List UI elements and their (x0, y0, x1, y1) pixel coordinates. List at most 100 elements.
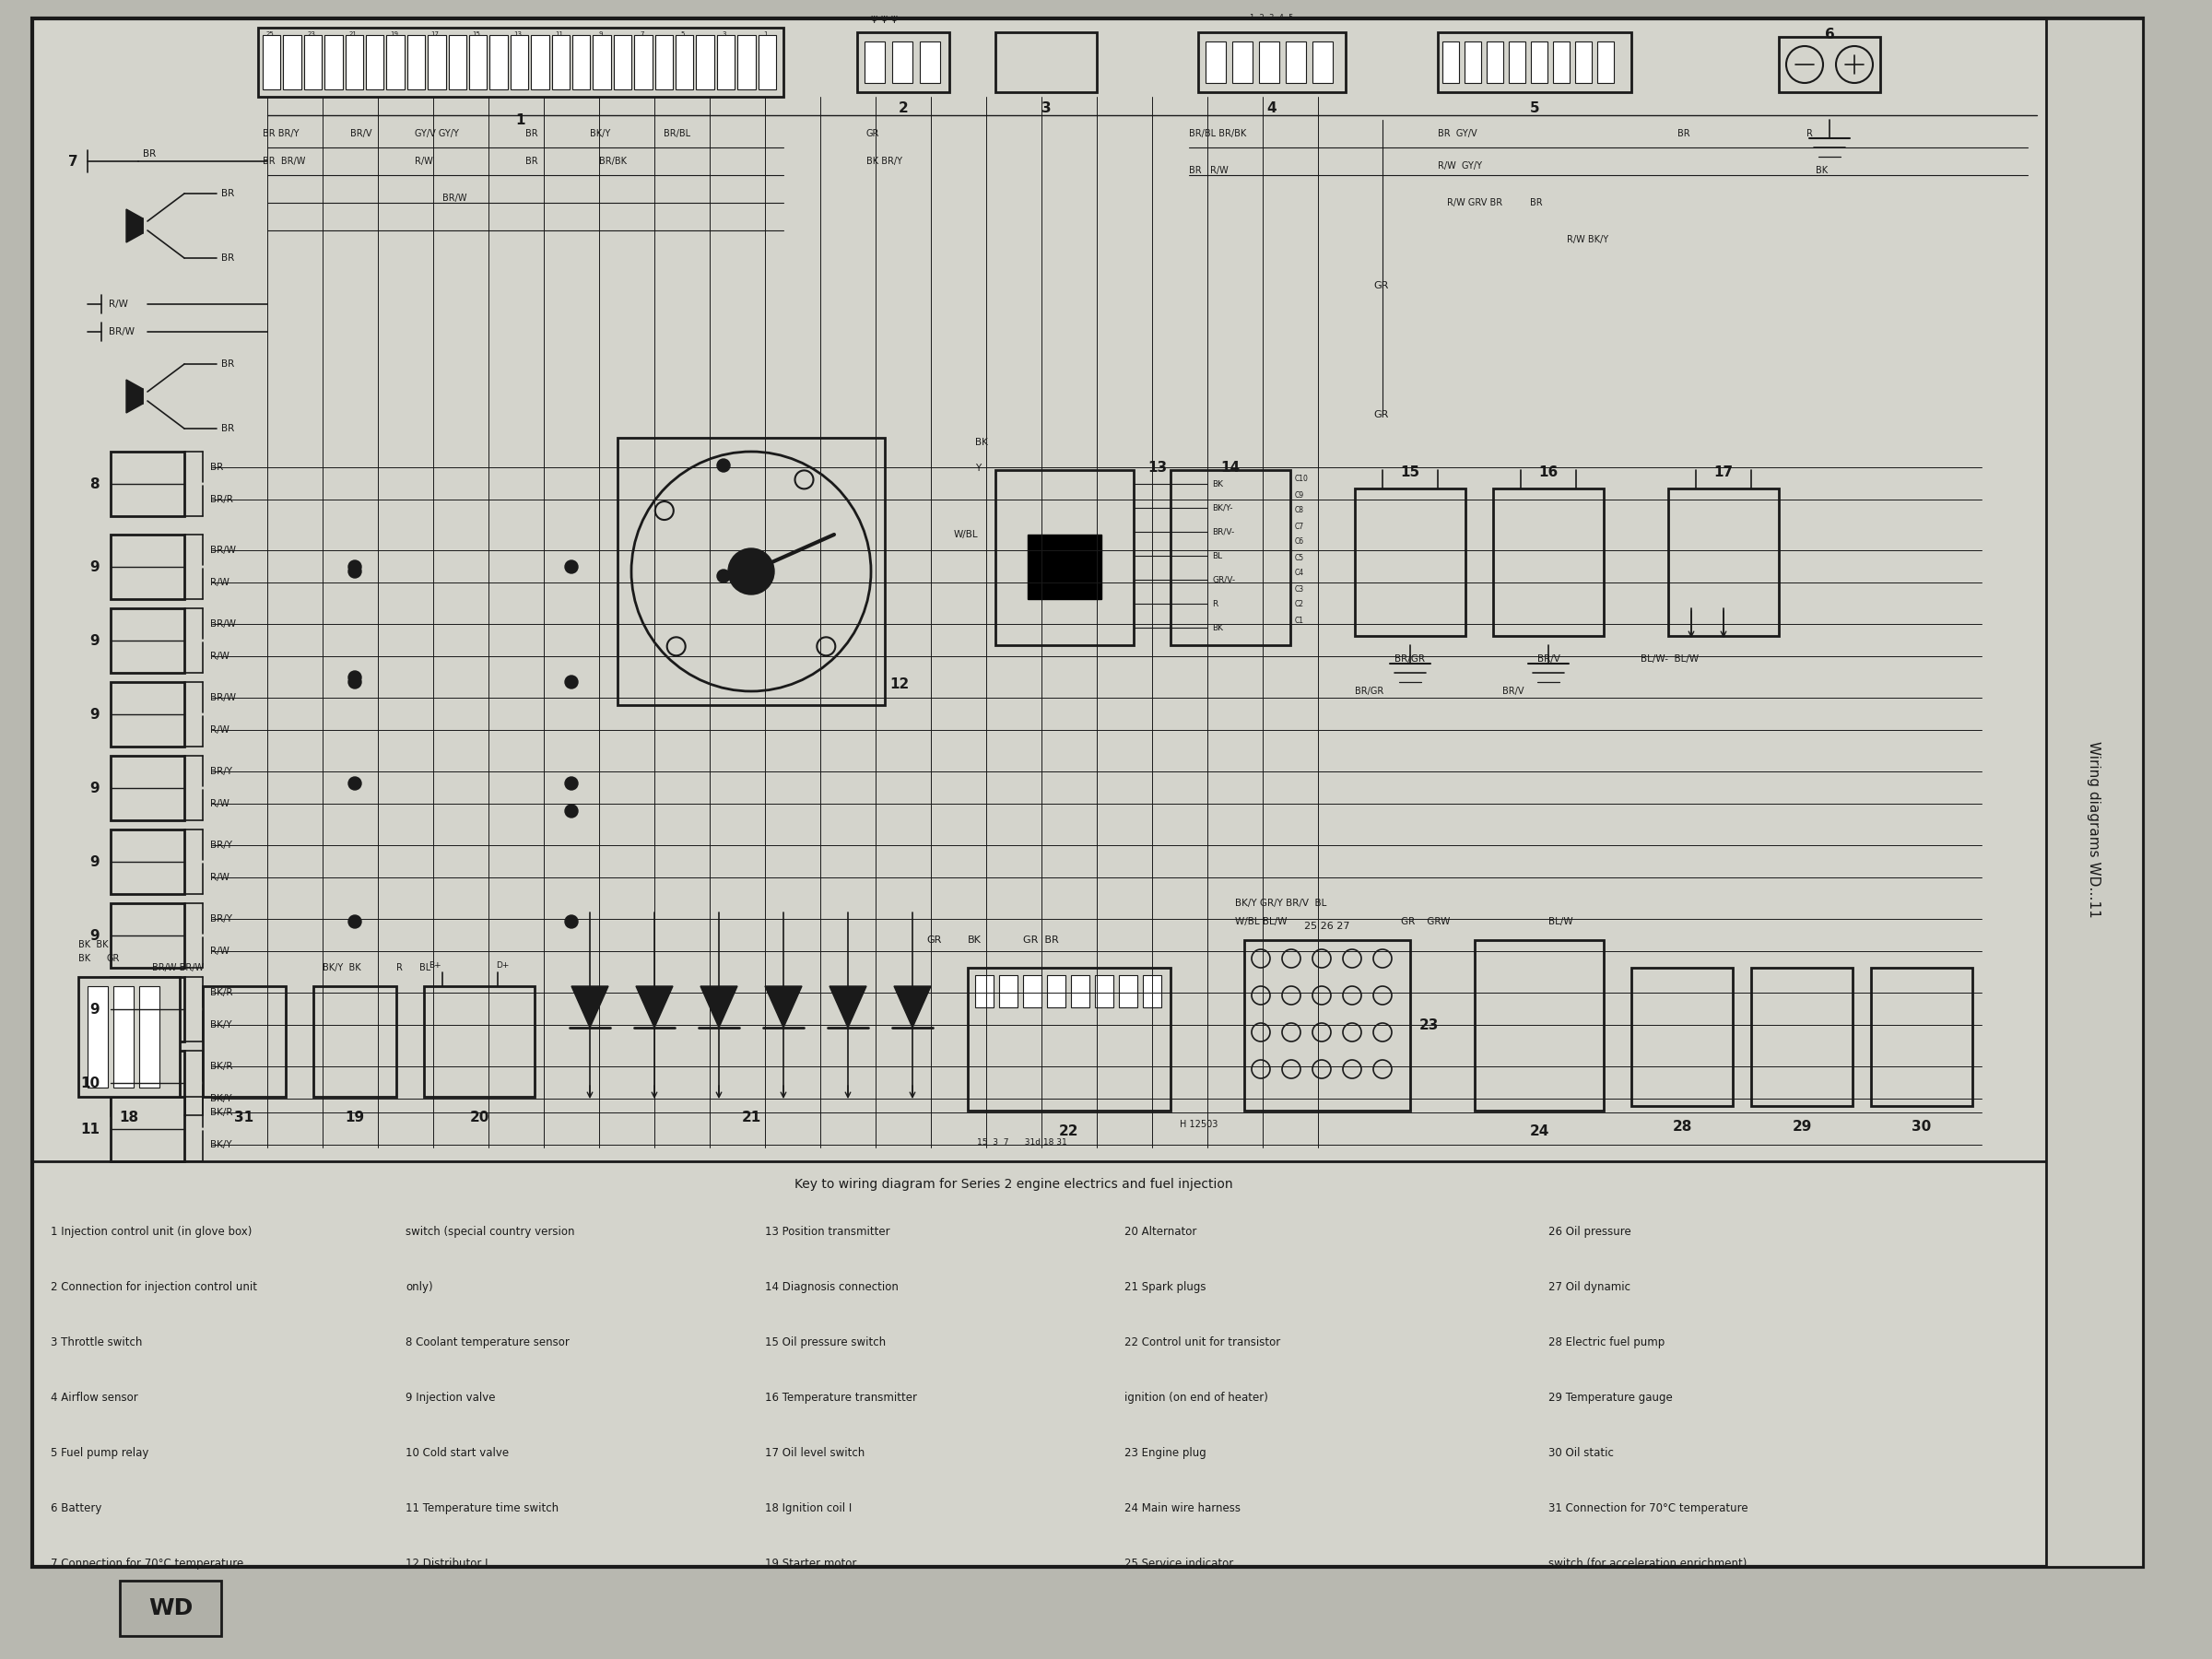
Text: 12: 12 (889, 677, 909, 692)
Text: C9: C9 (1294, 491, 1305, 499)
Circle shape (349, 561, 361, 574)
Text: 17 Oil level switch: 17 Oil level switch (765, 1447, 865, 1458)
Text: 23: 23 (307, 32, 316, 36)
Text: BK/Y-: BK/Y- (1212, 504, 1232, 513)
Text: BR: BR (221, 189, 234, 197)
Bar (995, 32, 1097, 93)
Circle shape (349, 916, 361, 927)
Bar (113, 985, 133, 1088)
Bar (891, 41, 914, 83)
Text: BR: BR (221, 425, 234, 433)
Text: 9 Injection valve: 9 Injection valve (405, 1392, 495, 1404)
Text: BK/R: BK/R (210, 1108, 232, 1117)
Bar (111, 1050, 184, 1115)
Text: BR  GY/V: BR GY/V (1438, 129, 1478, 138)
Circle shape (717, 569, 730, 582)
Bar (325, 35, 343, 90)
Bar (1531, 41, 1548, 83)
Bar (655, 35, 672, 90)
Bar (1354, 488, 1467, 635)
Circle shape (564, 675, 577, 688)
Bar (1046, 975, 1066, 1007)
Text: BR/W: BR/W (442, 194, 467, 202)
Bar (88, 985, 108, 1088)
Text: GR: GR (927, 936, 942, 944)
Text: 1: 1 (763, 32, 768, 36)
Bar (969, 967, 1170, 1110)
Text: BK/Y: BK/Y (210, 1140, 232, 1150)
Text: BR/W BR/W: BR/W BR/W (153, 964, 204, 972)
Text: 15  3  7      31d 18 31: 15 3 7 31d 18 31 (978, 1138, 1066, 1146)
Text: 30 Oil static: 30 Oil static (1548, 1447, 1615, 1458)
Text: 2 Connection for injection control unit: 2 Connection for injection control unit (51, 1281, 257, 1292)
Text: 30: 30 (1911, 1120, 1931, 1133)
Text: 9: 9 (91, 781, 100, 795)
Text: 10: 10 (80, 1077, 100, 1090)
Text: BK/R: BK/R (210, 1062, 232, 1072)
Bar (489, 35, 509, 90)
Bar (345, 35, 363, 90)
Bar (259, 28, 783, 96)
Circle shape (349, 670, 361, 684)
Polygon shape (701, 985, 737, 1027)
Text: BR BR/Y: BR BR/Y (263, 129, 299, 138)
Bar (1438, 32, 1632, 93)
Bar (1871, 967, 1973, 1107)
Polygon shape (571, 985, 608, 1027)
Text: 8: 8 (91, 478, 100, 491)
Text: 21 Spark plugs: 21 Spark plugs (1124, 1281, 1206, 1292)
Text: BL/W-  BL/W: BL/W- BL/W (1641, 654, 1699, 664)
Text: BR/W: BR/W (210, 619, 237, 629)
Bar (303, 35, 323, 90)
Text: 25: 25 (265, 32, 274, 36)
Text: 7 Connection for 70°C temperature: 7 Connection for 70°C temperature (51, 1558, 243, 1569)
Text: R/W: R/W (210, 652, 230, 660)
Text: BK/Y: BK/Y (591, 129, 611, 138)
Text: 10 Cold start valve: 10 Cold start valve (405, 1447, 509, 1458)
Text: C1: C1 (1294, 615, 1305, 624)
Text: 9: 9 (91, 707, 100, 722)
Bar (1442, 41, 1460, 83)
Text: 15: 15 (473, 32, 480, 36)
Text: 16: 16 (1540, 466, 1557, 479)
Text: GR: GR (106, 954, 119, 964)
Text: BR/GR: BR/GR (1396, 654, 1425, 664)
Bar (531, 35, 549, 90)
Text: 19: 19 (389, 32, 398, 36)
Bar (1668, 488, 1778, 635)
Polygon shape (765, 985, 803, 1027)
Circle shape (349, 675, 361, 688)
Text: R/W  GY/Y: R/W GY/Y (1438, 161, 1482, 171)
Bar (1144, 975, 1161, 1007)
Text: 18 Ignition coil I: 18 Ignition coil I (765, 1503, 852, 1515)
Text: 9: 9 (91, 561, 100, 574)
Bar (469, 35, 487, 90)
Text: 25 26 27: 25 26 27 (1305, 922, 1349, 931)
Bar (865, 41, 885, 83)
Text: 11 Temperature time switch: 11 Temperature time switch (405, 1503, 560, 1515)
Text: GR: GR (1374, 410, 1389, 420)
Bar (111, 757, 184, 820)
Text: BK: BK (1816, 166, 1827, 176)
Bar (1312, 41, 1332, 83)
Text: BR: BR (210, 463, 223, 471)
Text: C2: C2 (1294, 601, 1305, 609)
Text: BL/W: BL/W (1548, 917, 1573, 926)
Bar (1259, 41, 1279, 83)
Text: BR/BL BR/BK: BR/BL BR/BK (1190, 129, 1245, 138)
Text: C7: C7 (1294, 523, 1305, 531)
Text: 28: 28 (1672, 1120, 1692, 1133)
Bar (111, 830, 184, 894)
Text: 5 Fuel pump relay: 5 Fuel pump relay (51, 1447, 148, 1458)
Text: 11: 11 (80, 1121, 100, 1136)
Text: 9: 9 (91, 854, 100, 869)
Text: 17: 17 (1714, 466, 1734, 479)
Bar (975, 975, 993, 1007)
Text: BK: BK (1212, 479, 1223, 488)
Bar (139, 985, 159, 1088)
Bar (1022, 975, 1042, 1007)
Text: 24 Main wire harness: 24 Main wire harness (1124, 1503, 1241, 1515)
Bar (1119, 975, 1137, 1007)
Text: 9: 9 (91, 929, 100, 942)
Text: 11: 11 (555, 32, 564, 36)
